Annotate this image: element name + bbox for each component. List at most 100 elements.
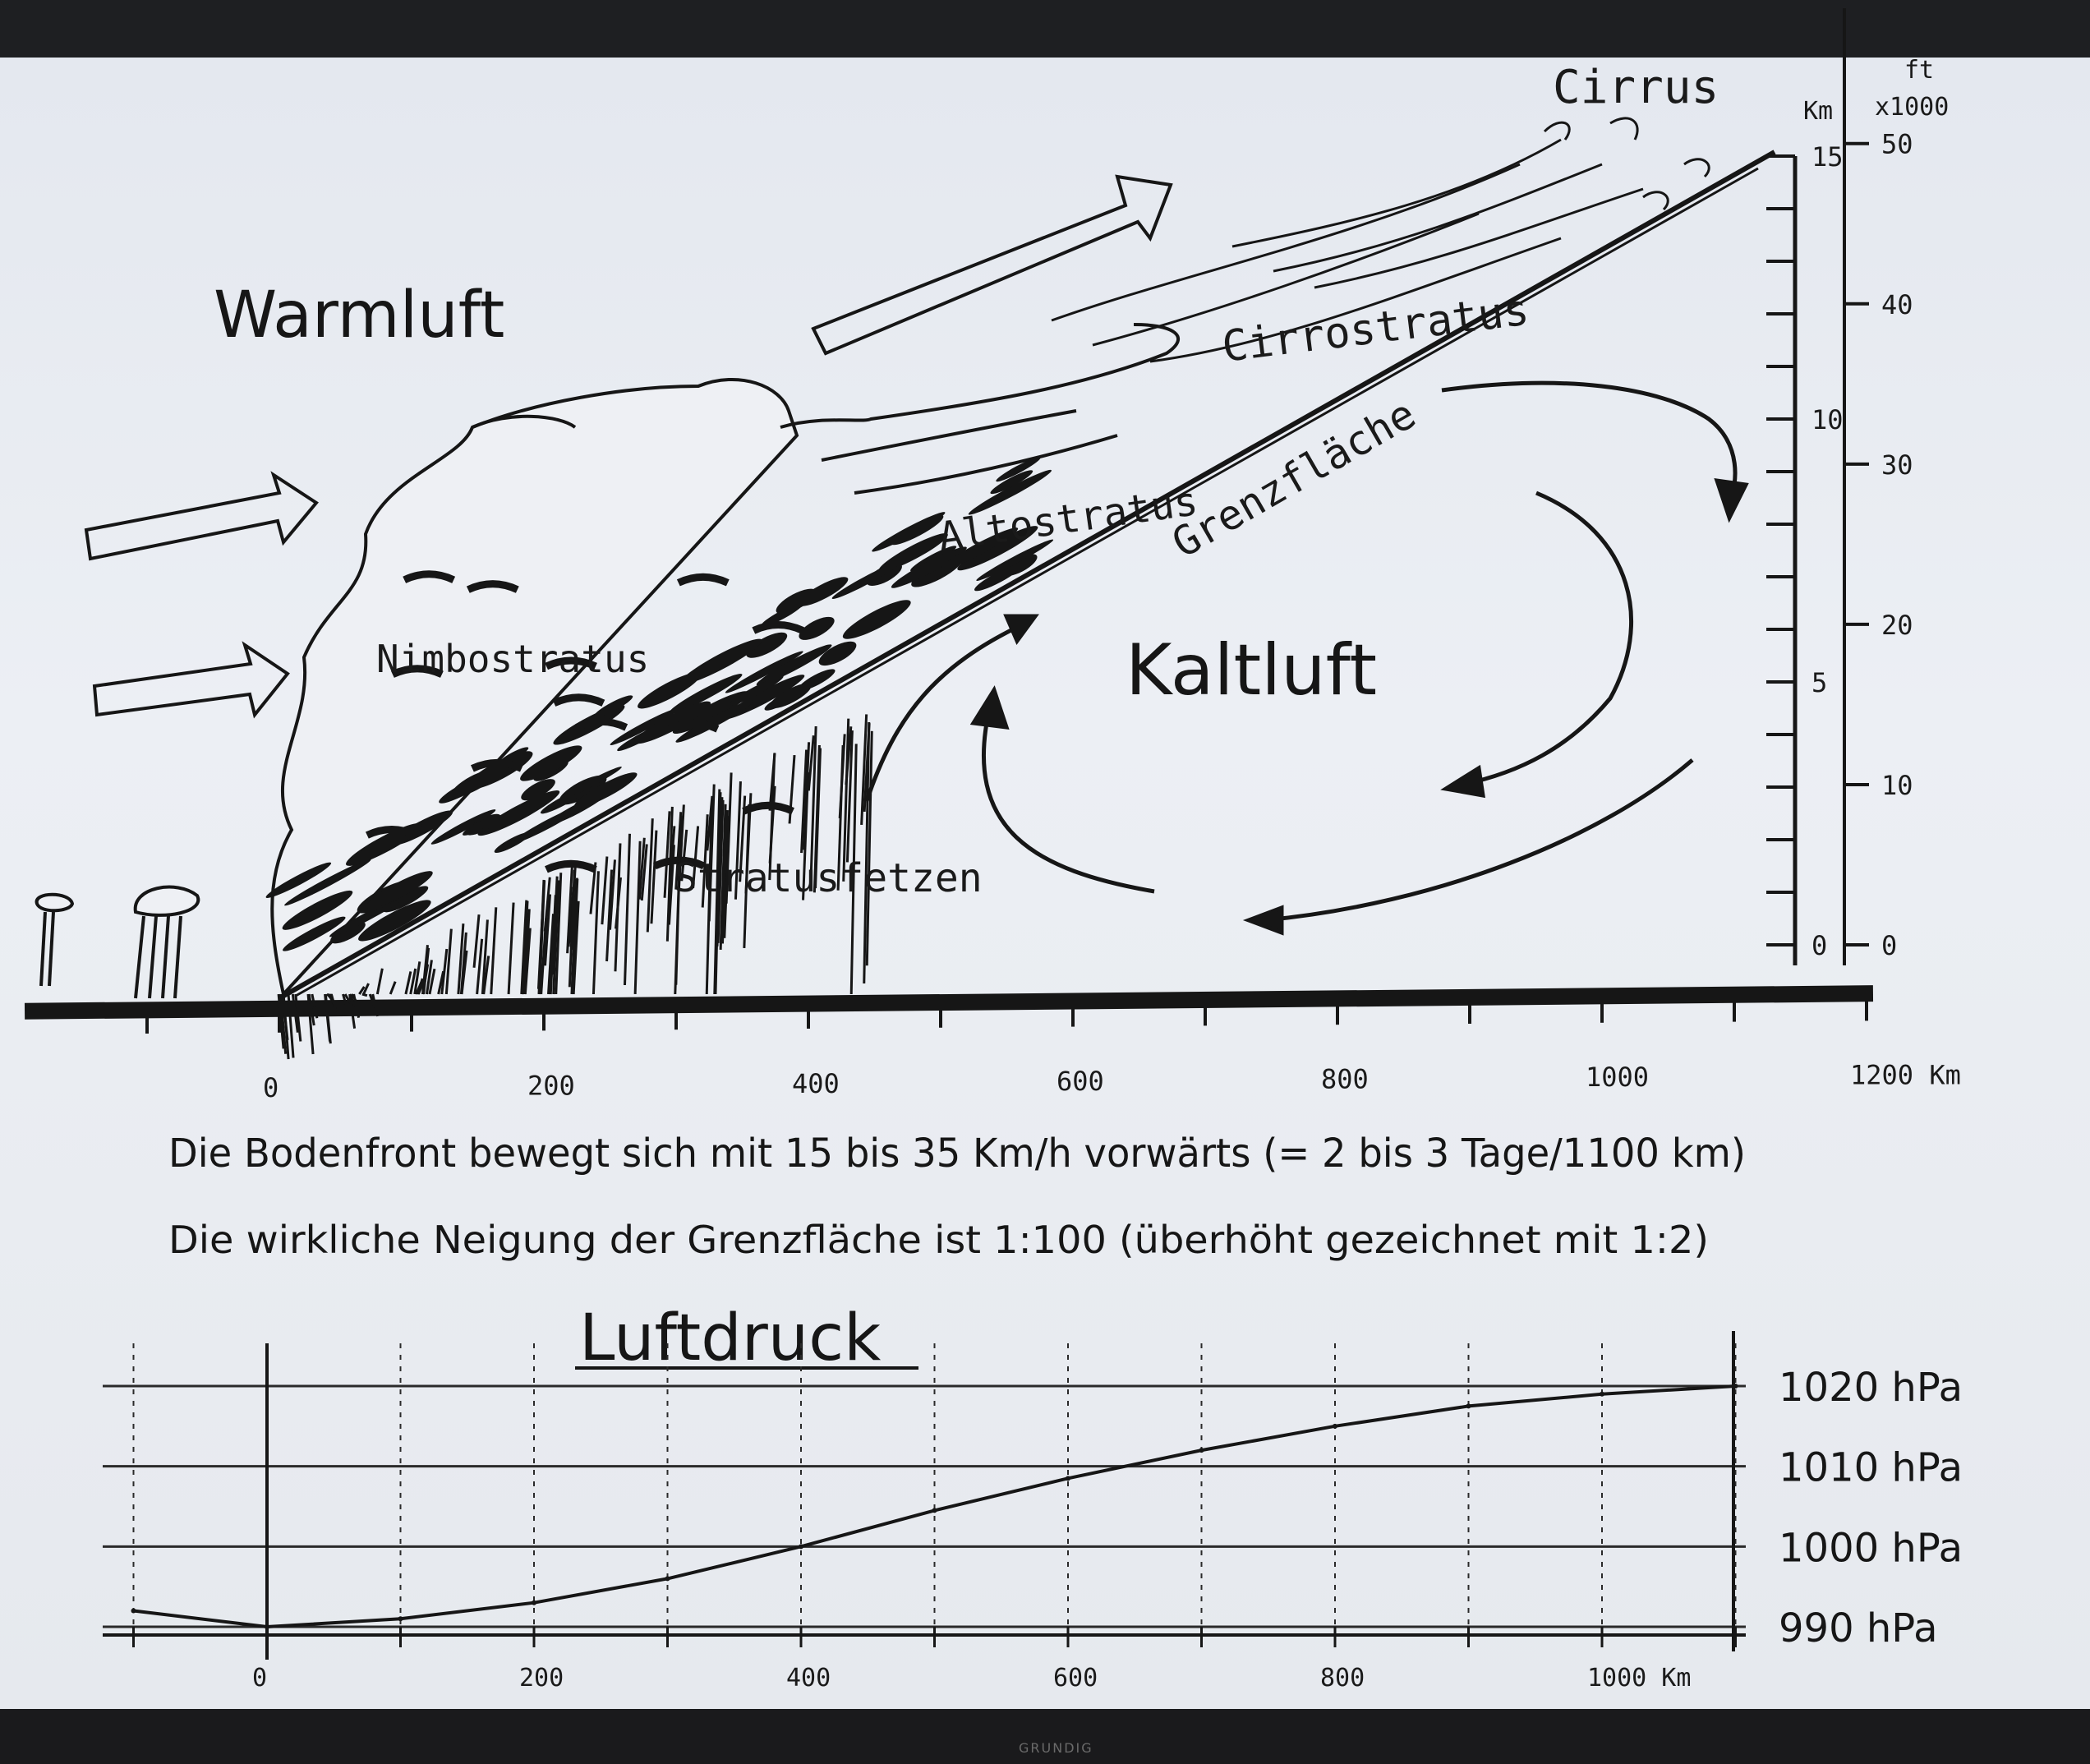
rain-streak	[663, 811, 671, 898]
rain-streak	[716, 799, 725, 943]
km-tick-label: 15	[1811, 141, 1844, 173]
cloud-shade-stroke	[575, 717, 628, 731]
label-cirrostratus: Cirrostratus	[1219, 286, 1531, 372]
cloud-shade-blob	[990, 470, 1033, 495]
rain-streak	[589, 862, 597, 914]
cloud-shade-blob	[941, 527, 1019, 570]
ft-tick-label: 20	[1881, 610, 1913, 641]
rain-streak	[638, 837, 646, 900]
rain-streak	[371, 993, 380, 1017]
km-tick-label: 5	[1811, 667, 1827, 698]
rain-streak	[294, 993, 302, 1042]
cold-air-arrow-lift	[864, 622, 1024, 802]
rain-streak	[571, 878, 579, 983]
rain-streak	[592, 871, 600, 995]
cloud-shade-stroke	[666, 719, 720, 733]
label-nimbostratus: Nimbostratus	[376, 637, 649, 681]
cold-air-circulation	[864, 380, 1749, 936]
rain-streak	[601, 856, 609, 925]
rain-streak	[566, 863, 574, 954]
ft-multiplier-label: x1000	[1875, 93, 1949, 122]
rain-streak	[425, 960, 433, 995]
rain-streak	[674, 815, 683, 985]
cloud-shade-blob	[842, 600, 911, 639]
rain-streak	[507, 902, 515, 995]
rain-streak	[444, 928, 453, 995]
pressure-chart-title: Luftdruck	[579, 1301, 881, 1375]
pressure-x-label: 0	[252, 1664, 267, 1693]
cloud-shade-blob	[477, 790, 560, 836]
cold-air-arrow-top	[1441, 380, 1738, 503]
rain-streak	[279, 993, 288, 1054]
pressure-y-label: 1010 hPa	[1779, 1445, 1963, 1491]
cloud-shade-blob	[330, 921, 366, 944]
rain-streak	[668, 826, 676, 890]
rain-streak	[282, 993, 290, 1060]
rain-streak	[552, 880, 560, 995]
cloud-shade-blob	[573, 772, 638, 808]
rain-streak	[719, 804, 727, 950]
rain-streak	[707, 784, 716, 922]
rain-streak	[287, 993, 295, 1058]
rain-streak	[809, 725, 817, 877]
cold-air-arrow-bottom	[1264, 758, 1694, 923]
cloud-shade-blob	[1001, 554, 1038, 577]
frontal-boundary-line	[278, 150, 1776, 1001]
rain-streak	[537, 879, 546, 995]
pressure-x-label: 400	[786, 1664, 831, 1693]
label-grenzflaeche: Grenzfläche	[1164, 390, 1424, 568]
rain-streak	[472, 914, 481, 968]
rain-streak	[329, 993, 338, 1013]
pressure-chart-y-labels: 1020 hPa 1010 hPa 1000 hPa 990 hPa	[1779, 1365, 1963, 1651]
label-kaltluft: Kaltluft	[1126, 629, 1377, 712]
label-altostratus: Altostratus	[936, 478, 1201, 560]
rain-streak	[814, 748, 822, 889]
cloud-shade-blob	[634, 701, 711, 744]
km-tick-label: 0	[1811, 930, 1827, 961]
cloud-shade-blob	[831, 561, 901, 599]
rain-streak	[544, 894, 552, 966]
label-cirrus: Cirrus	[1553, 61, 1719, 114]
pressure-y-label: 1020 hPa	[1779, 1365, 1963, 1411]
cold-air-arrowhead-right	[1440, 764, 1485, 799]
ft-tick-label: 30	[1881, 449, 1913, 481]
rain-streak	[540, 918, 548, 995]
distance-axis-labels: 0 200 400 600 800 1000 1200 Km	[263, 1059, 1961, 1103]
rain-streak	[428, 968, 436, 995]
cold-air-arrowhead-bottom	[1242, 905, 1284, 936]
rain-streak	[343, 993, 352, 1004]
rain-streak	[842, 718, 850, 882]
caption-line-2: Die wirkliche Neigung der Grenzfläche is…	[168, 1218, 1709, 1262]
distance-tick-label: 1200 Km	[1850, 1059, 1961, 1090]
cold-air-arrowhead-lift	[1003, 614, 1039, 645]
cloud-shade-stroke	[365, 826, 418, 839]
distance-tick-label: 800	[1321, 1064, 1369, 1095]
ft-tick-label: 40	[1881, 289, 1913, 320]
label-warmluft: Warmluft	[214, 279, 504, 352]
rain-streak	[342, 993, 349, 1012]
rain-streak	[706, 795, 714, 851]
cloud-shade-blob	[756, 644, 832, 686]
distance-tick-label: 400	[792, 1068, 840, 1099]
rain-streak	[358, 986, 366, 995]
km-unit-label: Km	[1803, 97, 1833, 126]
distance-axis-ticks	[145, 996, 1868, 1034]
rain-streak	[291, 993, 299, 1033]
cloud-shade-stroke	[470, 758, 523, 772]
rain-streak	[744, 793, 753, 894]
rain-streak	[460, 950, 468, 995]
altostratus-cloud-shading	[265, 457, 1054, 951]
cold-air-arrowhead-top	[1714, 477, 1749, 523]
pressure-x-label: 600	[1053, 1664, 1098, 1693]
rain-streak	[375, 968, 384, 995]
rain-streak	[568, 869, 576, 988]
rain-streak	[409, 968, 417, 995]
precipitation-streaks	[277, 714, 873, 1060]
cloud-shade-stroke	[676, 573, 730, 587]
cold-air-arrow-right	[1462, 491, 1633, 787]
rain-streak	[838, 734, 846, 819]
rain-streak	[521, 900, 529, 995]
rain-streak	[845, 726, 853, 785]
cloud-shade-blob	[430, 809, 496, 845]
cloud-shade-blob	[383, 886, 429, 913]
